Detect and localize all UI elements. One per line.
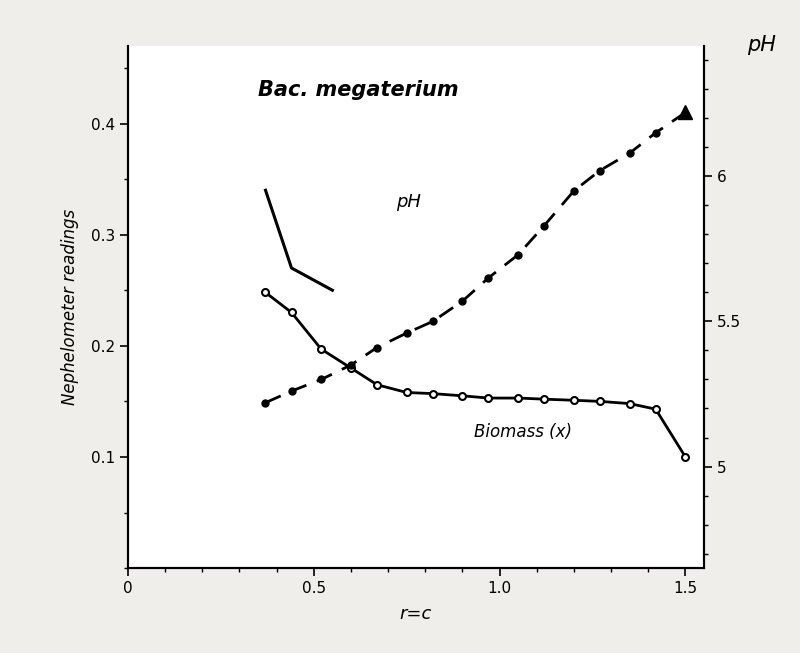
Text: Bac. megaterium: Bac. megaterium	[258, 80, 458, 100]
X-axis label: r=c: r=c	[400, 605, 432, 623]
Y-axis label: pH: pH	[747, 35, 776, 56]
Y-axis label: Nephelometer readings: Nephelometer readings	[62, 209, 79, 405]
Text: pH: pH	[395, 193, 421, 211]
Text: Biomass (x): Biomass (x)	[474, 423, 571, 441]
